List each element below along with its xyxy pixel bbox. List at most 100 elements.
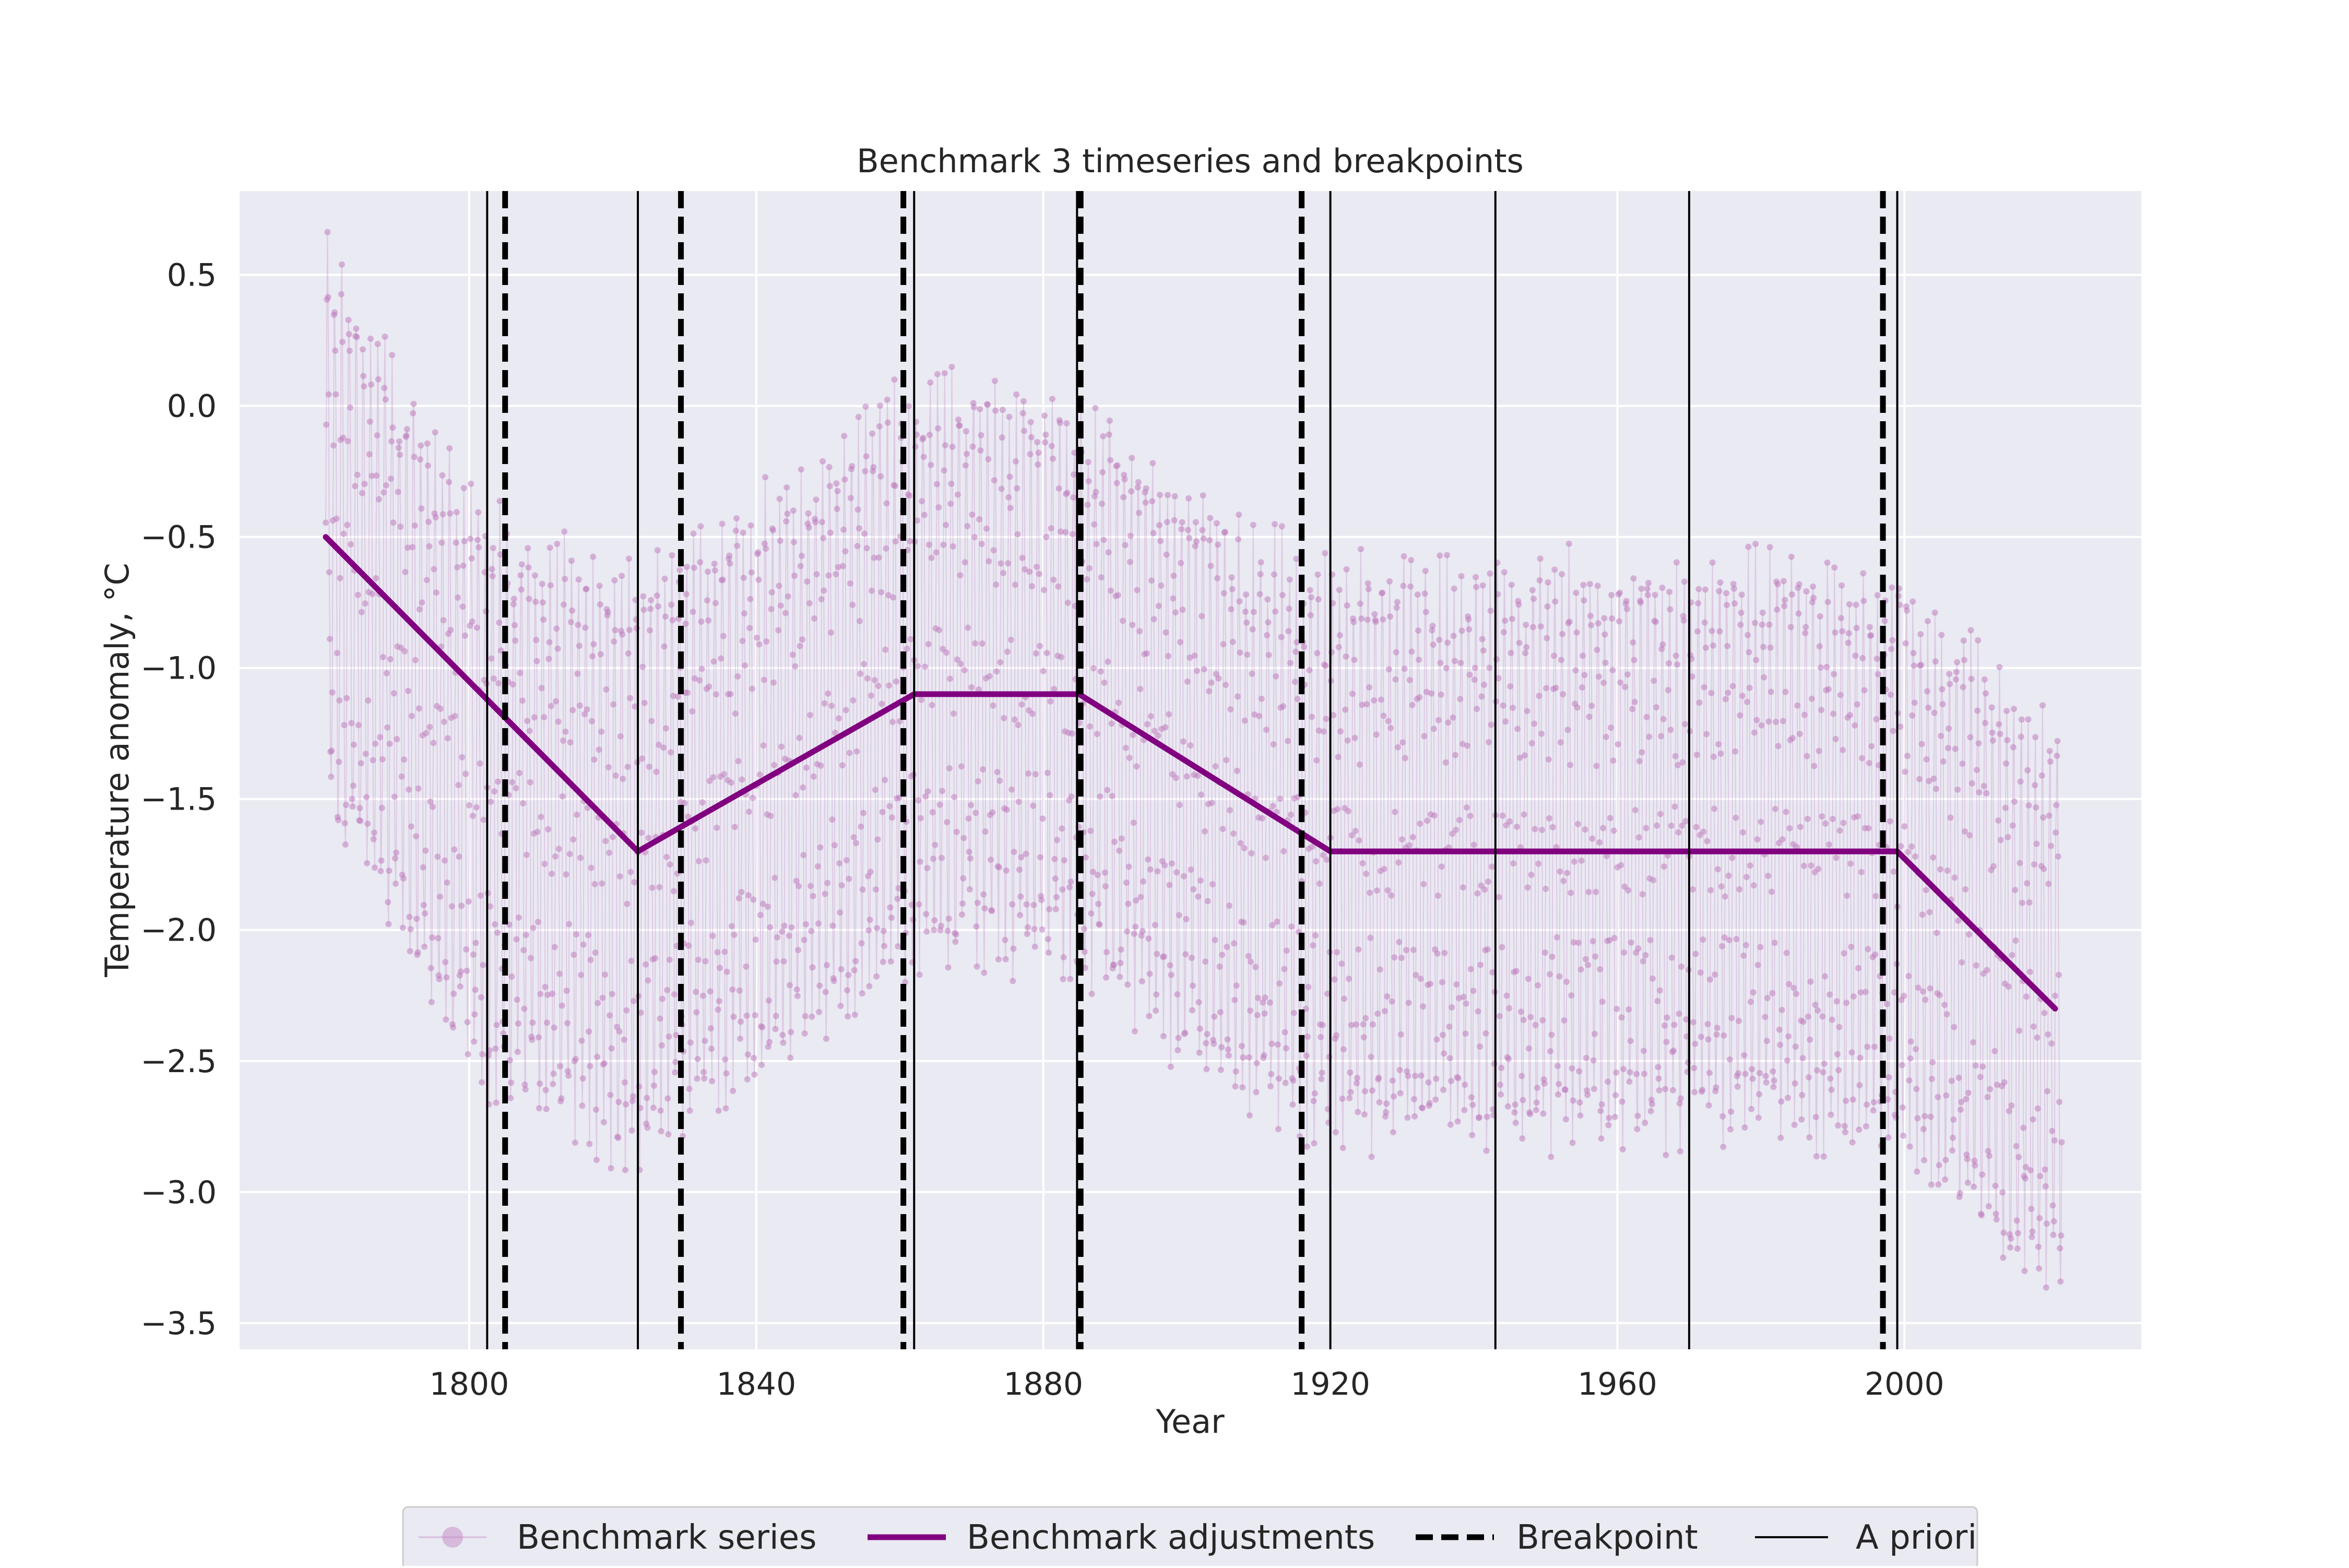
series-point — [907, 538, 914, 544]
series-point — [523, 932, 529, 939]
series-point — [837, 1003, 844, 1009]
series-point — [1405, 1000, 1412, 1006]
series-point — [1888, 646, 1895, 652]
series-point — [1602, 659, 1609, 666]
series-point — [961, 667, 968, 673]
series-point — [1668, 954, 1675, 961]
series-point — [419, 599, 425, 606]
series-point — [599, 880, 606, 887]
series-point — [496, 497, 503, 504]
series-point — [585, 932, 591, 939]
series-point — [2003, 708, 2010, 715]
series-point — [374, 341, 381, 347]
series-point — [386, 868, 393, 874]
series-point — [1203, 1040, 1209, 1047]
series-point — [1280, 703, 1287, 710]
series-point — [1783, 949, 1790, 956]
series-point — [1098, 574, 1105, 581]
series-point — [1557, 868, 1563, 875]
series-point — [1885, 1134, 1892, 1141]
series-point — [1067, 878, 1074, 885]
series-point — [1916, 776, 1923, 782]
series-point — [1913, 1086, 1920, 1092]
series-point — [1855, 965, 1862, 971]
series-point — [378, 804, 385, 811]
series-point — [1529, 624, 1536, 631]
series-point — [1572, 667, 1579, 674]
series-point — [390, 690, 397, 697]
series-point — [995, 956, 1002, 963]
series-point — [974, 963, 980, 970]
series-point — [1639, 749, 1645, 756]
series-point — [1392, 676, 1399, 683]
series-point — [1535, 982, 1541, 989]
series-point — [1961, 657, 1967, 663]
series-point — [436, 976, 443, 982]
series-point — [978, 541, 985, 548]
series-point — [452, 712, 458, 719]
series-point — [1670, 1087, 1676, 1094]
series-point — [547, 544, 553, 551]
series-point — [323, 421, 330, 428]
series-point — [883, 500, 890, 507]
series-point — [628, 1127, 635, 1134]
series-point — [1620, 1066, 1627, 1073]
series-point — [723, 1070, 730, 1077]
series-point — [383, 670, 390, 676]
series-point — [1460, 884, 1466, 891]
series-point — [650, 1082, 657, 1089]
series-point — [537, 1080, 543, 1087]
series-point — [702, 1038, 708, 1044]
series-point — [1351, 657, 1358, 663]
series-point — [1700, 936, 1706, 943]
series-point — [554, 541, 561, 547]
series-point — [544, 992, 551, 998]
series-point — [1426, 1100, 1433, 1107]
series-point — [943, 521, 949, 528]
series-point — [1975, 637, 1982, 644]
series-point — [342, 802, 349, 808]
series-point — [1761, 674, 1767, 681]
series-point — [1196, 1049, 1203, 1056]
series-point — [1551, 652, 1557, 659]
series-point — [1945, 725, 1952, 732]
series-point — [1653, 704, 1659, 710]
series-point — [1417, 976, 1424, 982]
series-point — [361, 481, 368, 488]
series-point — [2058, 1232, 2065, 1239]
series-point — [1178, 560, 1184, 566]
series-point — [792, 663, 799, 670]
series-point — [1256, 591, 1263, 598]
series-point — [841, 433, 848, 439]
series-point — [1475, 1008, 1481, 1015]
series-point — [1973, 962, 1979, 969]
series-point — [1539, 827, 1546, 833]
series-point — [1085, 459, 1092, 466]
series-point — [1949, 1147, 1955, 1154]
series-point — [361, 383, 367, 390]
series-point — [871, 554, 877, 561]
series-point — [1658, 733, 1665, 740]
series-point — [1233, 767, 1240, 774]
series-point — [980, 891, 987, 898]
series-point — [477, 892, 484, 899]
series-point — [917, 815, 924, 822]
series-point — [1406, 676, 1413, 683]
series-point — [615, 1134, 622, 1141]
series-point — [1938, 632, 1945, 638]
series-point — [1959, 761, 1966, 767]
series-point — [1089, 890, 1096, 897]
series-point — [2032, 782, 2038, 789]
series-point — [1470, 988, 1477, 994]
series-point — [1677, 1148, 1683, 1155]
series-point — [805, 524, 812, 531]
series-point — [1145, 856, 1152, 863]
series-point — [1184, 527, 1191, 533]
series-point — [516, 770, 523, 776]
series-point — [1990, 863, 1997, 870]
series-point — [1085, 478, 1092, 484]
series-point — [387, 476, 394, 482]
series-point — [1473, 574, 1479, 580]
tick-labels: 1800 1840 1880 1920 1960 20000.50.0−0.5−1.0−1… — [140, 257, 1944, 1403]
series-point — [802, 1013, 809, 1019]
